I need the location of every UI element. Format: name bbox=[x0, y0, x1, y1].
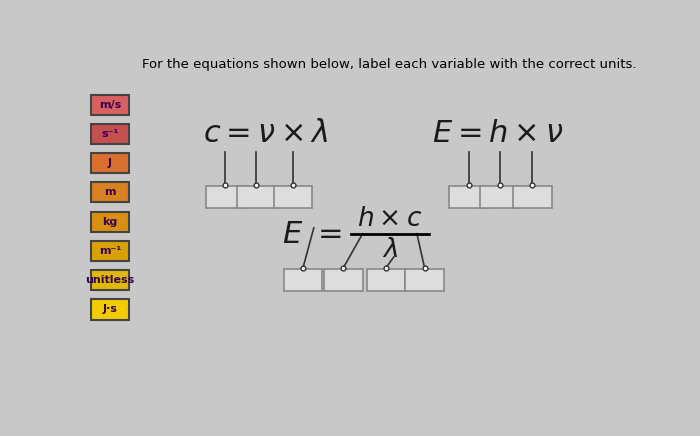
Text: s⁻¹: s⁻¹ bbox=[102, 129, 119, 139]
Bar bbox=[206, 186, 245, 208]
Text: J·s: J·s bbox=[102, 304, 118, 314]
Text: unitless: unitless bbox=[85, 275, 134, 285]
Text: J: J bbox=[108, 158, 112, 168]
Bar bbox=[284, 269, 322, 291]
Bar bbox=[92, 241, 129, 261]
Text: m: m bbox=[104, 187, 116, 198]
Bar bbox=[449, 186, 488, 208]
Bar bbox=[480, 186, 519, 208]
Bar bbox=[513, 186, 552, 208]
Bar bbox=[92, 124, 129, 144]
Bar bbox=[367, 269, 405, 291]
Bar bbox=[92, 95, 129, 115]
Bar bbox=[92, 212, 129, 232]
Bar bbox=[405, 269, 444, 291]
Bar bbox=[324, 269, 363, 291]
Bar bbox=[237, 186, 276, 208]
Bar bbox=[92, 153, 129, 173]
Text: $E\ =$: $E\ =$ bbox=[282, 218, 342, 249]
Bar bbox=[274, 186, 312, 208]
Bar bbox=[92, 300, 129, 320]
Text: For the equations shown below, label each variable with the correct units.: For the equations shown below, label eac… bbox=[143, 58, 637, 72]
Text: $h \times c$: $h \times c$ bbox=[357, 206, 422, 231]
Bar bbox=[92, 270, 129, 290]
Text: m/s: m/s bbox=[99, 100, 121, 110]
Text: $\lambda$: $\lambda$ bbox=[382, 237, 398, 262]
Bar bbox=[92, 182, 129, 202]
Text: kg: kg bbox=[102, 217, 118, 227]
Text: $c = \nu \times \lambda$: $c = \nu \times \lambda$ bbox=[203, 118, 328, 150]
Text: m⁻¹: m⁻¹ bbox=[99, 246, 121, 256]
Text: $E = h \times \nu$: $E = h \times \nu$ bbox=[433, 118, 564, 150]
